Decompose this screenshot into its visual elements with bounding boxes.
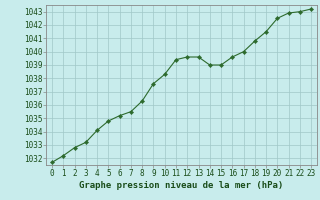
X-axis label: Graphe pression niveau de la mer (hPa): Graphe pression niveau de la mer (hPa)	[79, 181, 284, 190]
